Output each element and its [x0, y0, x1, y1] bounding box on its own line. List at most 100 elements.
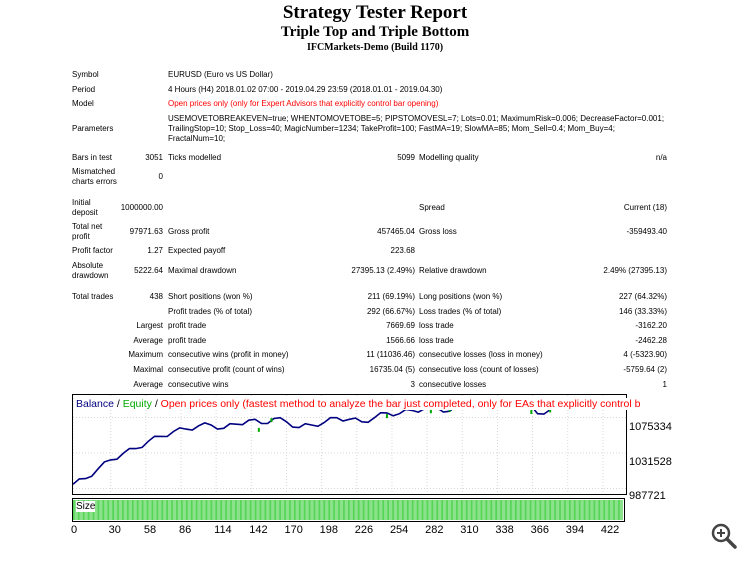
size-bar-mark	[364, 500, 366, 520]
size-bar-mark	[266, 500, 268, 520]
size-bar-mark	[536, 500, 538, 520]
x-tick-label: 170	[284, 524, 303, 536]
size-bar-mark	[471, 500, 472, 520]
size-bar-mark	[497, 500, 499, 520]
long-positions-label: Long positions (won %)	[419, 292, 503, 301]
size-bar-mark	[404, 500, 406, 520]
bars-label: Bars in test	[72, 153, 113, 162]
largest-loss-label: loss trade	[419, 321, 454, 330]
size-bar-mark	[486, 500, 487, 520]
size-bar-mark	[354, 500, 356, 520]
legend-separator: /	[113, 398, 123, 410]
size-bar-mark	[129, 500, 131, 520]
size-bar-mark	[396, 500, 398, 520]
size-bar-mark	[251, 500, 253, 520]
max-consecutive-wins-value: 11 (11036.46)	[366, 350, 415, 359]
size-bar-mark	[294, 500, 295, 520]
quality-value: n/a	[655, 153, 667, 162]
size-bar-mark	[252, 500, 254, 520]
size-bar-mark	[557, 500, 559, 520]
size-bar-mark	[580, 500, 582, 520]
size-bar-mark	[280, 500, 282, 520]
absolute-drawdown-label-1: Absolute	[72, 261, 104, 270]
size-bar-mark	[168, 500, 170, 520]
size-bar-mark	[428, 500, 430, 520]
size-bar-mark	[163, 500, 165, 520]
size-bar-mark	[604, 500, 605, 520]
size-bar-mark	[459, 500, 461, 520]
size-bar-mark	[143, 500, 145, 520]
size-bar-mark	[108, 500, 109, 520]
size-bar-mark	[172, 500, 174, 520]
size-bar-mark	[526, 500, 528, 520]
size-bar-mark	[330, 500, 332, 520]
size-bar-mark	[586, 500, 588, 520]
size-bar-mark	[344, 500, 346, 520]
size-bar-mark	[560, 500, 562, 520]
size-bar-mark	[548, 500, 550, 520]
size-bar-mark	[450, 500, 452, 520]
size-bar-mark	[576, 500, 578, 520]
size-bar-mark	[606, 500, 608, 520]
zoom-icon[interactable]	[710, 522, 738, 550]
equity-point	[530, 410, 533, 415]
size-bar-mark	[360, 500, 362, 520]
size-bar-mark	[464, 500, 466, 520]
equity-point	[429, 409, 432, 414]
size-bar-mark	[327, 500, 329, 520]
size-bar-mark	[113, 500, 114, 520]
size-bar-mark	[531, 500, 533, 520]
size-bar-mark	[321, 500, 323, 520]
size-bar-mark	[214, 500, 216, 520]
size-bar-mark	[407, 500, 408, 520]
size-bar-mark	[257, 500, 259, 520]
size-bar-mark	[109, 500, 111, 520]
size-bar-mark	[142, 500, 143, 520]
size-bar-mark	[423, 500, 425, 520]
size-bar-mark	[226, 500, 228, 520]
net-profit-value: 97971.63	[129, 227, 163, 236]
equity-point	[257, 427, 260, 432]
size-bar-mark	[412, 500, 413, 520]
size-bar-mark	[587, 500, 589, 520]
gross-profit-label: Gross profit	[168, 227, 210, 236]
size-bar-mark	[494, 500, 496, 520]
size-bar-mark	[488, 500, 490, 520]
size-bar-mark	[609, 500, 611, 520]
size-bar-mark	[552, 500, 554, 520]
equity-point	[549, 408, 552, 413]
x-tick-label: 30	[108, 524, 121, 536]
average-consecutive-wins-value: 3	[410, 380, 415, 389]
y-tick-label: 1031528	[629, 456, 672, 468]
legend-model-note: Open prices only (fastest method to anal…	[160, 398, 641, 410]
size-bar-mark	[442, 500, 443, 520]
size-bar-mark	[463, 500, 465, 520]
size-bar-mark	[366, 500, 368, 520]
size-bar-mark	[440, 500, 442, 520]
size-bar-mark	[124, 500, 126, 520]
size-bar-mark	[433, 500, 435, 520]
size-bar-mark	[208, 500, 210, 520]
size-bar-mark	[435, 500, 437, 520]
size-bar-mark	[457, 500, 459, 520]
size-bar-mark	[506, 500, 508, 520]
size-bar-mark	[207, 500, 209, 520]
size-bar-mark	[394, 500, 396, 520]
size-bar-mark	[419, 500, 421, 520]
size-bar-mark	[138, 500, 140, 520]
size-bar-mark	[512, 500, 514, 520]
size-bar-mark	[74, 500, 76, 520]
legend-equity: Equity	[122, 398, 152, 410]
size-bar-mark	[425, 500, 427, 520]
gross-loss-label: Gross loss	[419, 227, 457, 236]
x-tick-label: 0	[71, 524, 78, 536]
size-bar-mark	[218, 500, 220, 520]
relative-drawdown-value: 2.49% (27395.13)	[603, 266, 667, 275]
size-bar-mark	[520, 500, 521, 520]
balance-chart: Balance / Equity / Open prices only (fas…	[72, 394, 672, 502]
size-bar-mark	[405, 500, 407, 520]
size-bar-mark	[484, 500, 486, 520]
size-bar-mark	[462, 500, 464, 520]
size-bar-mark	[581, 500, 583, 520]
size-bar-mark	[238, 500, 240, 520]
